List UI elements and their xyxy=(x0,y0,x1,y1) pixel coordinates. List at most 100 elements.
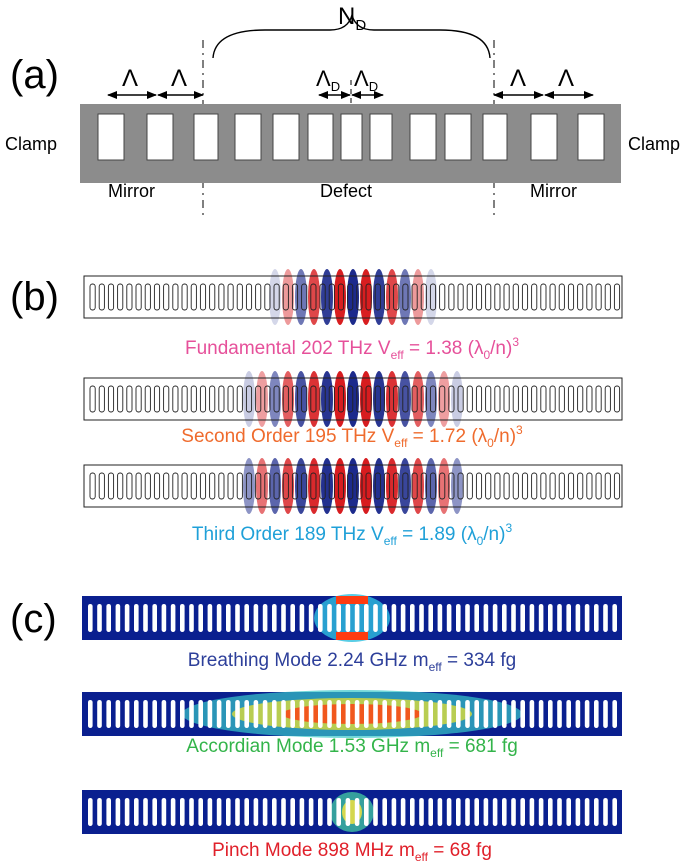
waveguide-hole xyxy=(273,283,280,311)
waveguide-hole xyxy=(245,283,253,311)
beam-holes xyxy=(97,113,605,161)
beam-slot xyxy=(410,798,415,826)
field-lobe xyxy=(269,458,281,514)
beam-slot xyxy=(216,604,222,632)
field-lobe xyxy=(243,458,255,514)
waveguide-hole xyxy=(595,472,602,500)
beam-slot xyxy=(428,700,433,728)
waveguide-hole xyxy=(126,385,133,413)
beam-slot xyxy=(308,798,314,826)
beam-slot xyxy=(529,700,535,728)
waveguide-hole xyxy=(365,472,372,500)
waveguide-hole xyxy=(494,472,501,500)
mechanical-mode-3: Pinch Mode 898 MHz meff = 68 fg xyxy=(82,790,622,864)
waveguide-hole xyxy=(107,283,115,311)
beam-slot xyxy=(603,604,608,632)
waveguide-hole xyxy=(301,385,308,413)
beam-slot xyxy=(419,700,424,728)
beam-slot xyxy=(382,604,387,632)
defect-label: Defect xyxy=(320,181,372,201)
waveguide-hole xyxy=(227,472,234,500)
waveguide-hole xyxy=(540,283,547,311)
waveguide-hole xyxy=(512,283,519,311)
waveguide-hole xyxy=(89,283,96,311)
field-lobe xyxy=(412,371,424,427)
beam-slot xyxy=(382,700,387,728)
beam-slot xyxy=(345,798,351,826)
beam-slot xyxy=(520,604,525,632)
beam-slot xyxy=(465,700,470,728)
beam-slot xyxy=(327,604,332,632)
waveguide-hole xyxy=(199,472,207,500)
beam-slot xyxy=(106,604,111,632)
beam-hole xyxy=(193,113,219,161)
waveguide-hole xyxy=(190,283,197,311)
beam-slot xyxy=(354,798,360,826)
strain-region xyxy=(314,594,390,642)
beam-slot xyxy=(548,700,553,728)
beam-slot xyxy=(520,700,525,728)
beam-slot xyxy=(235,700,240,728)
waveguide-hole xyxy=(549,385,556,413)
field-lobe xyxy=(295,371,307,427)
waveguide-hole xyxy=(310,385,317,413)
beam-slot xyxy=(143,798,148,826)
waveguide-hole xyxy=(190,472,197,500)
beam-slot xyxy=(207,700,213,728)
beam-slot xyxy=(603,798,608,826)
beam-slot xyxy=(88,604,93,632)
waveguide-hole xyxy=(512,385,519,413)
optical-mode-1: Fundamental 202 THz Veff = 1.38 (λ0/n)3 xyxy=(83,269,623,362)
waveguide-hole xyxy=(383,385,391,413)
waveguide-hole xyxy=(117,472,124,500)
beam-slot xyxy=(548,604,553,632)
panel-c: (c) Breathing Mode 2.24 GHz meff = 334 f… xyxy=(10,594,622,864)
beam-slot xyxy=(115,700,121,728)
beam-slot xyxy=(538,604,544,632)
field-lobe xyxy=(256,371,268,427)
mirror-left-label: Mirror xyxy=(108,181,155,201)
beam-slot xyxy=(474,700,479,728)
waveguide-hole xyxy=(319,472,326,500)
field-lobe xyxy=(269,269,281,325)
beam-slot xyxy=(548,798,553,826)
beam-slot xyxy=(318,604,323,632)
beam-slot xyxy=(354,604,360,632)
beam-slot xyxy=(419,798,424,826)
waveguide-hole xyxy=(402,283,409,311)
field-lobe xyxy=(269,371,281,427)
waveguide-hole xyxy=(264,385,271,413)
waveguide-hole xyxy=(383,283,391,311)
beam-slot xyxy=(336,604,341,632)
waveguide-hole xyxy=(503,385,510,413)
waveguide-hole xyxy=(218,283,225,311)
beam-slot xyxy=(299,798,305,826)
optical-mode-2: Second Order 195 THz Veff = 1.72 (λ0/n)3 xyxy=(83,371,623,450)
field-lobe xyxy=(412,269,424,325)
waveguide-hole xyxy=(273,472,280,500)
beam-slot xyxy=(198,798,203,826)
beam-hole xyxy=(272,113,300,161)
beam-slot xyxy=(308,700,314,728)
beam-slot xyxy=(400,798,406,826)
beam-slot xyxy=(207,604,213,632)
panel-a: (a) ND Λ Λ ΛD ΛD Λ Λ Clamp Clamp Mirror … xyxy=(5,3,680,218)
beam-slot xyxy=(253,700,259,728)
optical-mode-caption: Second Order 195 THz Veff = 1.72 (λ0/n)3 xyxy=(181,423,523,450)
waveguide-hole xyxy=(190,385,197,413)
field-lobe xyxy=(399,269,411,325)
beam-slot xyxy=(584,604,590,632)
beam-slot xyxy=(511,604,516,632)
waveguide-outline xyxy=(83,275,623,319)
waveguide-hole xyxy=(540,472,547,500)
beam-slot xyxy=(97,798,102,826)
beam-slot xyxy=(272,604,277,632)
field-lobe xyxy=(386,458,398,514)
beam-slot xyxy=(152,700,157,728)
waveguide-hole xyxy=(218,472,225,500)
waveguide-hole xyxy=(255,283,262,311)
beam-slot xyxy=(428,798,433,826)
waveguide-outline xyxy=(83,377,623,421)
beam-slot xyxy=(529,798,535,826)
beam-slot xyxy=(373,700,378,728)
